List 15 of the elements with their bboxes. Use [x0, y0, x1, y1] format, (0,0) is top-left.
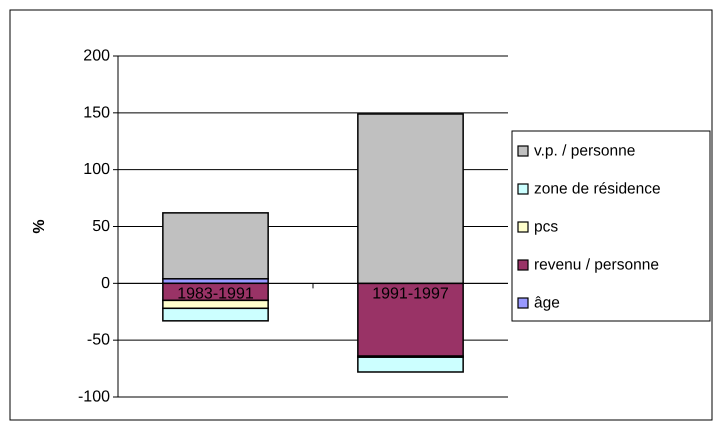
x-tick-label: 1991-1997 [372, 285, 449, 302]
y-tick-label: 100 [83, 161, 110, 178]
legend-label: pcs [534, 218, 558, 236]
y-tick-label: 0 [101, 274, 110, 292]
y-tick-label: 200 [83, 48, 110, 64]
legend-label: revenu / personne [534, 256, 659, 274]
legend-label: âge [534, 294, 560, 312]
y-tick-label: 50 [92, 218, 110, 235]
x-tick-label: 1983-1991 [177, 285, 254, 302]
y-tick-label: 150 [83, 104, 110, 122]
legend-label: zone de résidence [534, 180, 661, 198]
legend-label: v.p. / personne [534, 142, 636, 160]
y-tick-label: -100 [78, 388, 110, 406]
y-tick-label: -50 [86, 332, 110, 349]
y-axis-title: % [31, 219, 48, 234]
